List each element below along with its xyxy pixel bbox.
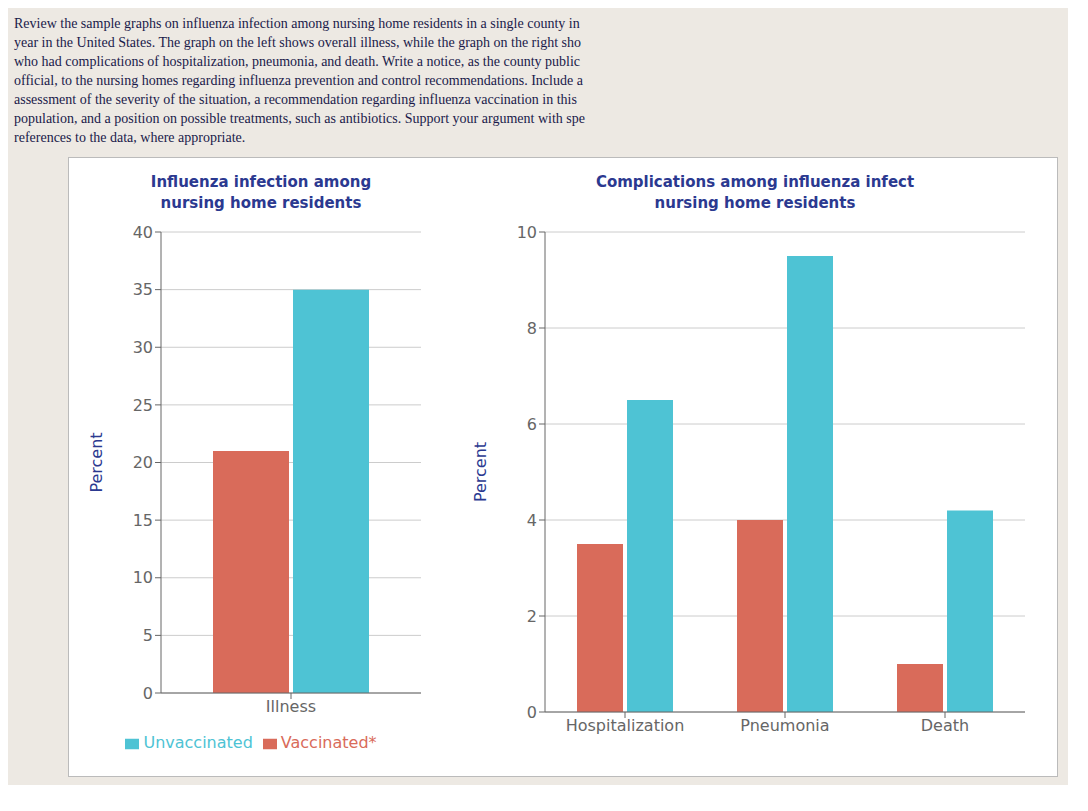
svg-text:35: 35 (133, 280, 153, 299)
svg-text:4: 4 (527, 511, 537, 530)
html-text:who had complications of hospi: who had complications of hospitalization… (14, 54, 580, 69)
svg-text:Hospitalization: Hospitalization (566, 716, 685, 735)
html-text:year in the United States. The: year in the United States. The graph on … (14, 35, 581, 50)
html-text:nursing home residents: nursing home residents (654, 194, 856, 212)
html-text:Complications among influenza: Complications among influenza infect (595, 173, 915, 191)
svg-text:2: 2 (527, 607, 537, 626)
html-text:nursing home residents: nursing home residents (160, 194, 362, 212)
svg-text:15: 15 (133, 511, 153, 530)
svg-text:5: 5 (143, 626, 153, 645)
svg-text:Pneumonia: Pneumonia (740, 716, 829, 735)
svg-text:0: 0 (527, 703, 537, 722)
svg-text:Percent: Percent (87, 432, 106, 492)
html-text:Vaccinated*: Vaccinated* (280, 733, 377, 752)
html-text:official, to the nursing homes: official, to the nursing homes regarding… (14, 73, 583, 88)
html-text:Review the sample graphs on in: Review the sample graphs on influenza in… (14, 16, 580, 31)
svg-text:Percent: Percent (471, 442, 490, 502)
svg-text:10: 10 (133, 568, 153, 587)
svg-text:Illness: Illness (266, 697, 316, 716)
svg-text:40: 40 (133, 223, 153, 242)
svg-text:20: 20 (133, 453, 153, 472)
html-text:references to the data, where: references to the data, where appropriat… (14, 130, 246, 145)
svg-text:6: 6 (527, 415, 537, 434)
html-text:assessment of the severity of: assessment of the severity of the situat… (14, 92, 577, 107)
svg-text:25: 25 (133, 396, 153, 415)
html-text:population, and a position on: population, and a position on possible t… (14, 111, 585, 126)
svg-text:0: 0 (143, 684, 153, 703)
html-text:Influenza infection among: Influenza infection among (150, 173, 372, 191)
svg-text:10: 10 (517, 223, 537, 242)
html-text:Unvaccinated: Unvaccinated (143, 733, 253, 752)
svg-text:8: 8 (527, 319, 537, 338)
svg-text:30: 30 (133, 338, 153, 357)
svg-text:Death: Death (921, 716, 969, 735)
